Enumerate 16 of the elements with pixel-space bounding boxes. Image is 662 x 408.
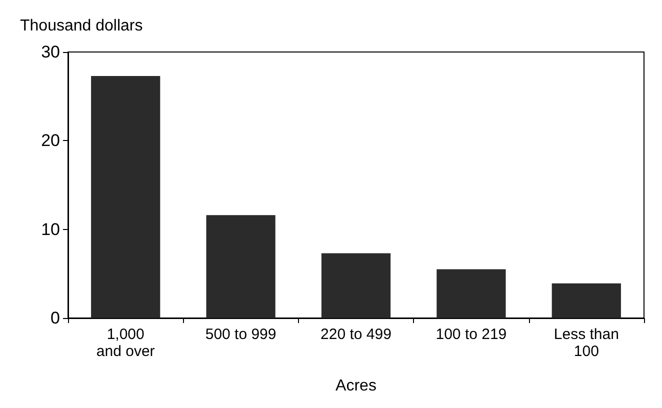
y-tick-label: 20	[41, 131, 60, 150]
x-tick-label: 100 to 219	[436, 326, 507, 343]
bar	[91, 76, 160, 318]
bar	[321, 253, 391, 318]
x-tick-label: Less than 100	[554, 326, 619, 360]
x-tick-label: 1,000 and over	[96, 326, 155, 360]
bar	[552, 283, 621, 318]
bar	[436, 269, 506, 318]
y-tick-label: 0	[50, 308, 60, 328]
bar	[206, 215, 276, 318]
x-tick-label: 220 to 499	[320, 326, 392, 343]
x-tick-label: 500 to 999	[205, 326, 276, 343]
y-tick-label: 10	[41, 220, 60, 239]
x-axis-title: Acres	[336, 378, 376, 394]
y-axis-title: Thousand dollars	[20, 18, 143, 34]
y-tick-label: 30	[41, 42, 60, 62]
